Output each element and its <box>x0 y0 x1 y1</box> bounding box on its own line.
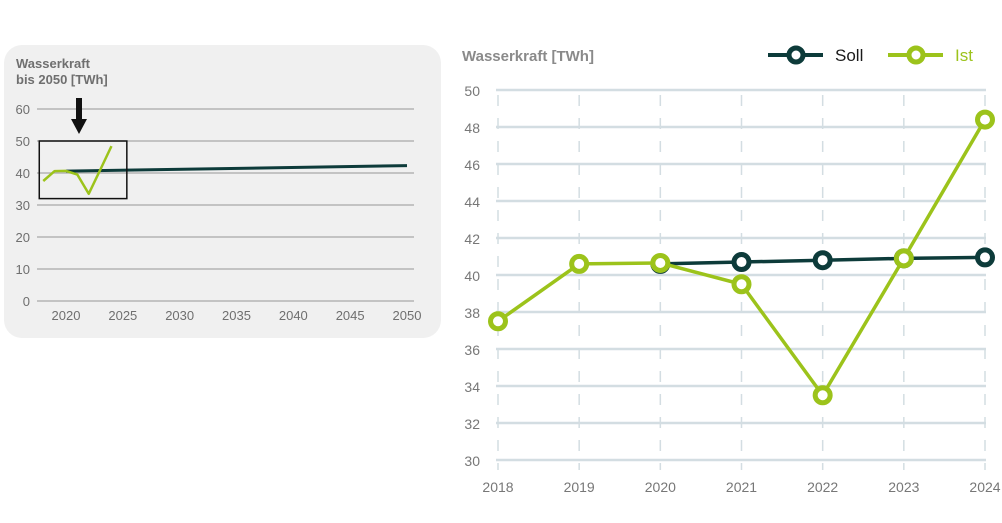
overview-y-tick: 60 <box>16 102 30 117</box>
down-arrow-icon <box>71 119 87 134</box>
main-series-ist-point <box>893 248 914 269</box>
main-y-tick: 38 <box>464 305 480 321</box>
main-x-tick: 2024 <box>969 479 1000 495</box>
overview-title-line-1: Wasserkraft <box>16 56 91 71</box>
overview-series-ist <box>42 145 113 196</box>
overview-x-tick: 2030 <box>165 308 194 323</box>
main-y-tick: 34 <box>464 379 480 395</box>
main-chart-title: Wasserkraft [TWh] <box>462 48 594 65</box>
overview-series-soll <box>65 164 408 173</box>
main-y-tick: 42 <box>464 231 480 247</box>
overview-y-tick: 30 <box>16 198 30 213</box>
main-x-tick: 2020 <box>645 479 676 495</box>
overview-x-tick: 2020 <box>52 308 81 323</box>
main-x-tick: 2021 <box>726 479 757 495</box>
main-series-soll-point <box>975 247 995 268</box>
main-x-tick: 2018 <box>482 479 513 495</box>
main-x-tick: 2023 <box>888 479 919 495</box>
main-series-soll-point <box>731 252 752 273</box>
main-series-ist-point <box>731 274 752 295</box>
main-x-tick: 2019 <box>564 479 595 495</box>
overview-y-tick: 0 <box>23 294 30 309</box>
main-y-tick: 48 <box>464 120 480 136</box>
overview-x-tick: 2045 <box>336 308 365 323</box>
main-series-ist-point <box>650 252 671 273</box>
overview-x-tick: 2035 <box>222 308 251 323</box>
main-series-ist-point <box>812 385 833 406</box>
main-series-soll-point <box>812 250 833 271</box>
main-series-ist-point <box>488 311 508 332</box>
legend-label-ist: Ist <box>955 46 973 65</box>
main-x-tick: 2022 <box>807 479 838 495</box>
overview-panel <box>4 45 441 338</box>
main-y-tick: 40 <box>464 268 480 284</box>
overview-y-tick: 10 <box>16 262 30 277</box>
legend-label-soll: Soll <box>835 46 863 65</box>
main-y-tick: 44 <box>464 194 480 210</box>
overview-x-tick: 2025 <box>108 308 137 323</box>
main-y-tick: 30 <box>464 453 480 469</box>
overview-x-tick: 2040 <box>279 308 308 323</box>
main-y-tick: 50 <box>464 83 480 99</box>
overview-title-line-2: bis 2050 [TWh] <box>16 72 108 87</box>
main-y-tick: 46 <box>464 157 480 173</box>
overview-x-tick: 2050 <box>393 308 422 323</box>
main-series-ist-point <box>569 253 590 274</box>
main-y-tick: 36 <box>464 342 480 358</box>
legend-marker-ist <box>906 45 926 65</box>
overview-y-tick: 50 <box>16 134 30 149</box>
overview-y-tick: 40 <box>16 166 30 181</box>
overview-highlight-box <box>38 140 128 200</box>
main-y-tick: 32 <box>464 416 480 432</box>
arrow-shaft <box>76 98 82 120</box>
overview-y-tick: 20 <box>16 230 30 245</box>
main-series-ist-point <box>975 109 995 130</box>
legend-marker-soll <box>786 45 806 65</box>
